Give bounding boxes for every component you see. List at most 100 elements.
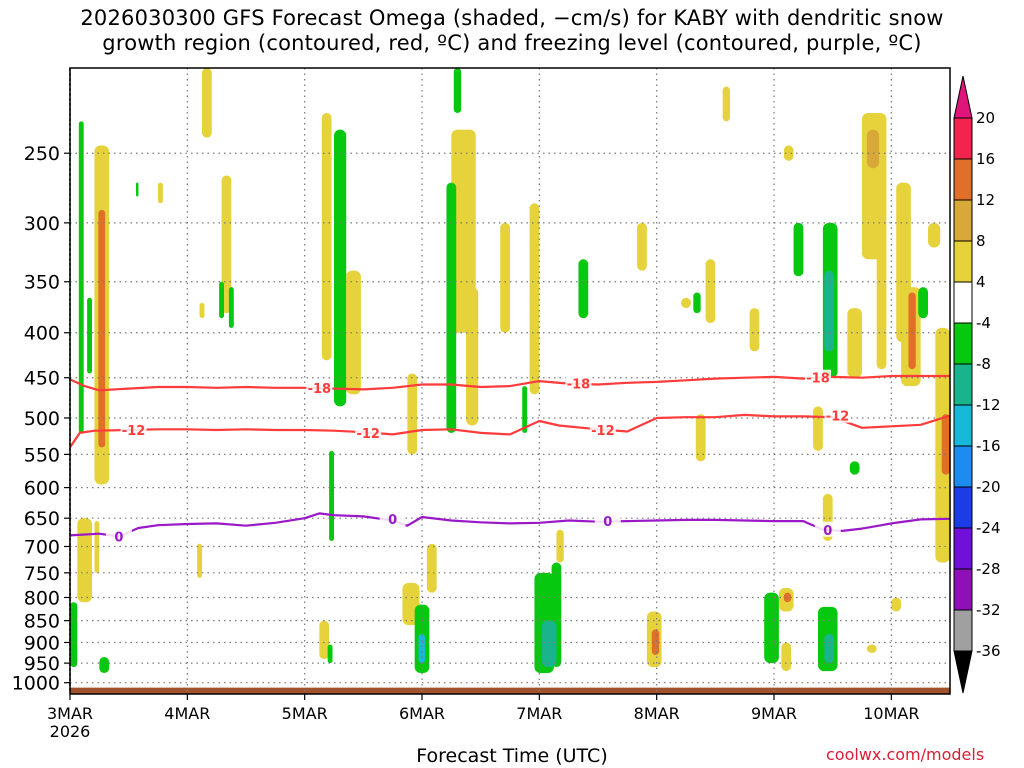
x-tick-label: 7MAR bbox=[516, 704, 562, 723]
terrain-strip bbox=[70, 687, 950, 694]
contour-label-bg bbox=[355, 424, 382, 440]
colorbar-bin bbox=[953, 527, 973, 570]
colorbar-label: -28 bbox=[976, 560, 1001, 578]
contour-label: -12 bbox=[591, 424, 615, 439]
y-tick-label: 550 bbox=[24, 444, 60, 466]
omega-region bbox=[98, 209, 106, 448]
omega-region bbox=[722, 86, 730, 122]
contour-label-bg bbox=[379, 510, 406, 526]
omega-region bbox=[451, 129, 476, 333]
contour-line bbox=[69, 413, 951, 449]
omega-region bbox=[321, 112, 332, 361]
contour-label-bg bbox=[306, 379, 333, 395]
colorbar-label: -32 bbox=[976, 601, 1001, 619]
colorbar-bin bbox=[953, 281, 973, 324]
omega-region bbox=[500, 222, 510, 333]
contour-label: -18 bbox=[806, 372, 830, 387]
omega-region bbox=[783, 592, 792, 603]
colorbar-bin bbox=[953, 486, 973, 529]
y-tick-label: 700 bbox=[24, 536, 60, 558]
omega-region bbox=[749, 308, 760, 352]
credit-text: coolwx.com/models bbox=[826, 745, 985, 764]
colorbar-label: 4 bbox=[976, 273, 986, 291]
colorbar-label: -8 bbox=[976, 355, 991, 373]
colorbar-bin bbox=[953, 445, 973, 488]
contour-label: -12 bbox=[122, 424, 146, 439]
omega-region bbox=[202, 68, 212, 138]
colorbar-label: -16 bbox=[976, 437, 1001, 455]
colorbar-label: 12 bbox=[976, 191, 995, 209]
omega-region bbox=[199, 302, 205, 319]
omega-region bbox=[327, 644, 333, 664]
omega-region bbox=[446, 182, 457, 433]
colorbar-bin bbox=[953, 240, 973, 283]
y-tick-label: 1000 bbox=[12, 673, 60, 695]
omega-region bbox=[529, 203, 540, 395]
colorbar-bin bbox=[953, 199, 973, 242]
contour-line bbox=[69, 374, 950, 392]
omega-region bbox=[418, 633, 425, 664]
x-tick-label: 9MAR bbox=[751, 704, 797, 723]
contour-label: 0 bbox=[603, 515, 612, 530]
omega-region bbox=[158, 182, 163, 204]
omega-region bbox=[466, 287, 479, 426]
omega-region bbox=[70, 602, 78, 668]
omega-region bbox=[824, 633, 835, 664]
omega-region bbox=[453, 68, 462, 113]
chart-title: 2026030300 GFS Forecast Omega (shaded, −… bbox=[80, 6, 944, 55]
omega-region bbox=[908, 292, 916, 370]
omega-region bbox=[541, 620, 557, 668]
omega-region bbox=[813, 406, 823, 451]
omega-region bbox=[329, 450, 334, 541]
contour-label: 0 bbox=[114, 531, 123, 546]
colorbar-label: -4 bbox=[976, 314, 991, 332]
contour-label: 0 bbox=[388, 513, 397, 528]
x-tick-label: 10MAR bbox=[863, 704, 919, 723]
omega-region bbox=[783, 145, 794, 161]
colorbar-label: -36 bbox=[976, 642, 1001, 660]
contour-label: -18 bbox=[308, 382, 332, 397]
contour-label-bg bbox=[565, 375, 592, 391]
omega-region bbox=[918, 287, 928, 319]
y-tick-label: 350 bbox=[24, 272, 60, 294]
y-tick-label: 950 bbox=[24, 653, 60, 675]
omega-region bbox=[866, 644, 877, 653]
omega-region bbox=[221, 175, 232, 314]
contour-label: -12 bbox=[356, 427, 380, 442]
colorbar-label: 20 bbox=[976, 109, 995, 127]
omega-region bbox=[891, 597, 902, 612]
omega-region bbox=[693, 292, 701, 314]
omega-region bbox=[866, 129, 880, 169]
omega-region bbox=[928, 222, 941, 248]
x-tick-label: 8MAR bbox=[634, 704, 680, 723]
plot-area bbox=[70, 68, 950, 694]
colorbar-label: -12 bbox=[976, 396, 1001, 414]
colorbar: 20 16 12 8 4 -4 -8 -12 -16 -20 -24 -28 -32 -36 bbox=[953, 75, 1001, 694]
colorbar-bin bbox=[953, 363, 973, 406]
colorbar-label: -20 bbox=[976, 478, 1001, 496]
omega-region bbox=[849, 461, 860, 475]
contour-label-bg bbox=[824, 407, 851, 423]
omega-region bbox=[705, 259, 716, 324]
y-tick-label: 750 bbox=[24, 563, 60, 585]
omega-region bbox=[824, 270, 835, 352]
contour-label-bg bbox=[805, 369, 831, 385]
colorbar-bin bbox=[953, 322, 973, 365]
omega-region bbox=[781, 642, 792, 672]
omega-region bbox=[578, 259, 589, 319]
omega-region bbox=[407, 373, 418, 455]
omega-region bbox=[522, 386, 528, 433]
x-tick-label: 3MAR bbox=[47, 704, 93, 723]
y-tick-label: 400 bbox=[24, 323, 60, 345]
omega-region bbox=[847, 308, 862, 378]
colorbar-bin bbox=[953, 404, 973, 447]
colorbar-bottom-arrow bbox=[953, 650, 973, 694]
y-tick-label: 250 bbox=[24, 143, 60, 165]
contour-label-bg bbox=[589, 421, 616, 437]
y-tick-label: 500 bbox=[24, 408, 60, 430]
omega-region bbox=[876, 247, 887, 370]
omega-region bbox=[426, 543, 437, 593]
y-tick-label: 600 bbox=[24, 478, 60, 500]
omega-region bbox=[695, 414, 706, 462]
colorbar-bin bbox=[953, 568, 973, 611]
